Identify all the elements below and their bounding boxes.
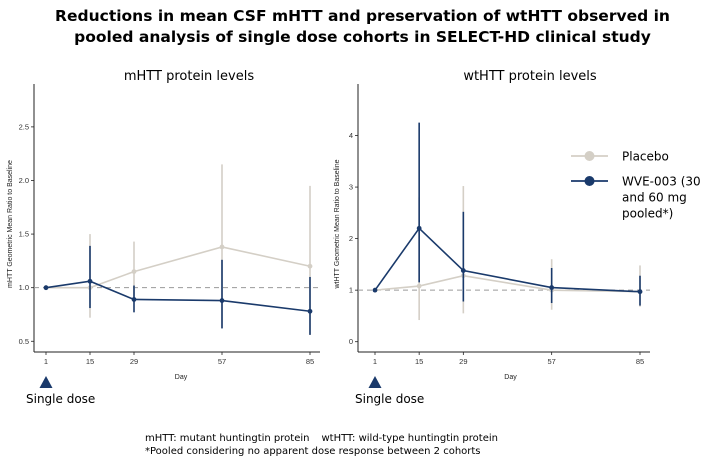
legend-label: WVE-003 (30 [622, 175, 701, 189]
footnote-abbreviations: mHTT: mutant huntingtin protein wtHTT: wi… [145, 432, 498, 445]
y-tick-label: 3 [349, 183, 353, 192]
data-point [87, 278, 93, 284]
data-point [372, 287, 378, 293]
data-point [460, 268, 466, 273]
x-tick-label: 15 [415, 357, 423, 366]
data-point [219, 298, 225, 303]
data-point [307, 263, 313, 269]
chart-title: Reductions in mean CSF mHTT and preserva… [0, 6, 725, 48]
legend-swatch-dot [584, 151, 595, 161]
y-axis-label: mHTT Geometric Mean Ratio to Baseline [7, 160, 14, 288]
y-axis-label: wtHTT Geometric Mean Ratio to Baseline [334, 159, 341, 289]
x-tick-label: 85 [636, 357, 644, 366]
data-point [416, 225, 422, 231]
x-tick-label: 29 [459, 357, 467, 366]
legend-label: and 60 mg [622, 191, 687, 205]
y-tick-label: 2.5 [19, 122, 29, 131]
data-point [307, 308, 313, 314]
x-tick-label: 85 [306, 357, 314, 366]
plot-mhtt: 0.5 1.0 1.5 2.0 2.5 1 15 29 57 85 Day mHTT Geometri… [7, 84, 320, 406]
y-tick-label: 0 [349, 337, 353, 346]
data-point [131, 297, 137, 302]
footnote-pooled: *Pooled considering no apparent dose res… [145, 446, 481, 457]
x-tick-label: 29 [130, 357, 138, 366]
y-tick-label: 1 [349, 286, 353, 295]
y-tick-label: 4 [349, 131, 353, 140]
y-tick-label: 1.0 [19, 283, 29, 292]
y-tick-label: 2.0 [19, 176, 29, 185]
y-tick-label: 2 [349, 234, 353, 243]
x-axis-label: Day [175, 374, 188, 381]
data-point [549, 285, 555, 290]
panel-title-mhtt: mHTT protein levels [124, 69, 254, 84]
legend-swatch-dot [584, 176, 595, 186]
series-placebo [372, 186, 643, 321]
single-dose-label: Single dose [26, 392, 95, 406]
footnote-mhtt: mHTT: mutant huntingtin protein [145, 433, 310, 444]
x-axis-label: Day [504, 374, 517, 381]
series-wve-003 [372, 122, 643, 306]
single-dose-triangle-icon [39, 376, 53, 388]
x-tick-label: 57 [547, 357, 555, 366]
x-tick-label: 57 [218, 357, 226, 366]
x-tick-label: 15 [86, 357, 94, 366]
title-line-1: Reductions in mean CSF mHTT and preserva… [55, 7, 670, 25]
single-dose-label: Single dose [355, 392, 424, 406]
legend-label: pooled*) [622, 207, 673, 221]
footnotes: mHTT: mutant huntingtin protein wtHTT: wi… [145, 432, 498, 458]
data-point [637, 289, 643, 295]
y-tick-label: 1.5 [19, 230, 29, 239]
legend-label: Placebo [622, 150, 669, 164]
panel-title-wthtt: wtHTT protein levels [463, 69, 597, 84]
x-tick-label: 1 [373, 357, 377, 366]
footnote-wthtt: wtHTT: wild-type huntingtin protein [321, 433, 498, 444]
data-point [43, 285, 49, 291]
title-line-2: pooled analysis of single dose cohorts i… [74, 28, 651, 46]
plot-wthtt: 0 1 2 3 4 1 15 29 57 85 Day wtHTT Geometric Mean Ra… [334, 84, 650, 406]
series-placebo [43, 164, 313, 335]
legend-entry: Placebo [571, 150, 669, 164]
data-point [131, 269, 137, 274]
x-tick-label: 1 [44, 357, 48, 366]
data-point [416, 283, 422, 289]
legend: Placebo WVE-003 (30 and 60 mg pooled*) [571, 150, 701, 221]
series-wve-003 [43, 245, 313, 335]
legend-entry: WVE-003 (30 and 60 mg pooled*) [571, 175, 701, 221]
series-line [45, 280, 311, 313]
data-point [219, 244, 225, 250]
y-tick-label: 0.5 [19, 337, 29, 346]
single-dose-triangle-icon [368, 376, 382, 388]
